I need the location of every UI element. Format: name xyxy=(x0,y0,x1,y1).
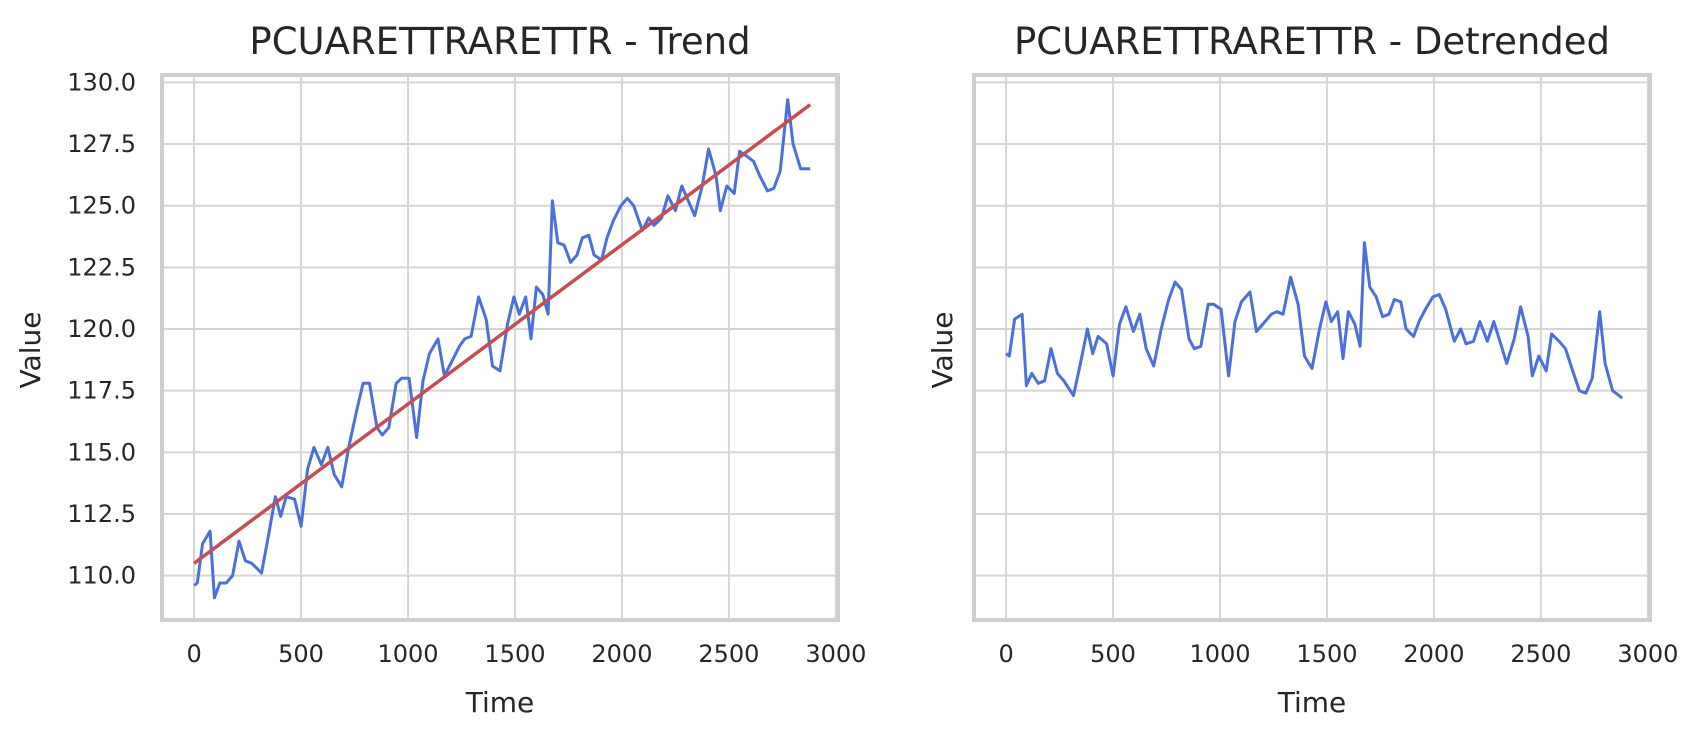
trend-x-tick-label: 0 xyxy=(186,640,201,668)
trend-x-tick-label: 1500 xyxy=(484,640,545,668)
trend-y-axis-label: Value xyxy=(14,312,47,389)
detrended-y-axis-label: Value xyxy=(926,312,959,389)
trend-y-tick-label: 122.5 xyxy=(67,253,136,281)
trend-x-tick-label: 3000 xyxy=(805,640,866,668)
detrended-x-tick-label: 2500 xyxy=(1510,640,1571,668)
trend-x-tick-label: 500 xyxy=(278,640,324,668)
detrended-x-tick-label: 3000 xyxy=(1617,640,1678,668)
detrended-x-tick-label: 1000 xyxy=(1189,640,1250,668)
trend-data-line xyxy=(193,98,811,600)
trend-title: PCUARETTRARETTR - Trend xyxy=(249,20,750,63)
detrended-panel: PCUARETTRARETTR - Detrended 0 500 1000 1500… xyxy=(926,20,1678,719)
trend-series xyxy=(193,98,812,600)
detrended-x-tick-label: 500 xyxy=(1090,640,1136,668)
trend-x-tick-label: 2500 xyxy=(698,640,759,668)
detrended-tick-labels: 0 500 1000 1500 2000 2500 3000 xyxy=(998,640,1678,668)
trend-gridlines xyxy=(162,75,838,620)
trend-x-tick-label: 1000 xyxy=(377,640,438,668)
trend-y-tick-label: 120.0 xyxy=(67,315,136,343)
detrended-x-tick-label: 0 xyxy=(998,640,1013,668)
trend-y-tick-label: 115.0 xyxy=(67,438,136,466)
detrended-series xyxy=(1005,241,1624,400)
detrended-data-line xyxy=(1005,241,1624,400)
detrended-title: PCUARETTRARETTR - Detrended xyxy=(1014,20,1610,63)
detrended-gridlines xyxy=(974,75,1650,620)
trend-y-tick-label: 125.0 xyxy=(67,192,136,220)
trend-panel: PCUARETTRARETTR - Trend 0 500 1000 1500 2000… xyxy=(14,20,866,719)
trend-y-tick-label: 127.5 xyxy=(67,130,136,158)
trend-tick-labels: 0 500 1000 1500 2000 2500 3000 110.0 112.5 115.0 1… xyxy=(67,68,866,668)
trend-x-axis-label: Time xyxy=(465,686,535,719)
trend-plot-frame xyxy=(160,73,840,622)
trend-y-tick-label: 130.0 xyxy=(67,68,136,96)
detrended-x-axis-label: Time xyxy=(1277,686,1347,719)
detrended-x-tick-label: 2000 xyxy=(1403,640,1464,668)
detrended-x-tick-label: 1500 xyxy=(1296,640,1357,668)
trend-y-tick-label: 117.5 xyxy=(67,377,136,405)
trend-x-tick-label: 2000 xyxy=(591,640,652,668)
detrended-plot-frame xyxy=(972,73,1652,622)
trend-y-tick-label: 112.5 xyxy=(67,500,136,528)
trend-fit-line xyxy=(193,103,812,565)
trend-y-tick-label: 110.0 xyxy=(67,562,136,590)
